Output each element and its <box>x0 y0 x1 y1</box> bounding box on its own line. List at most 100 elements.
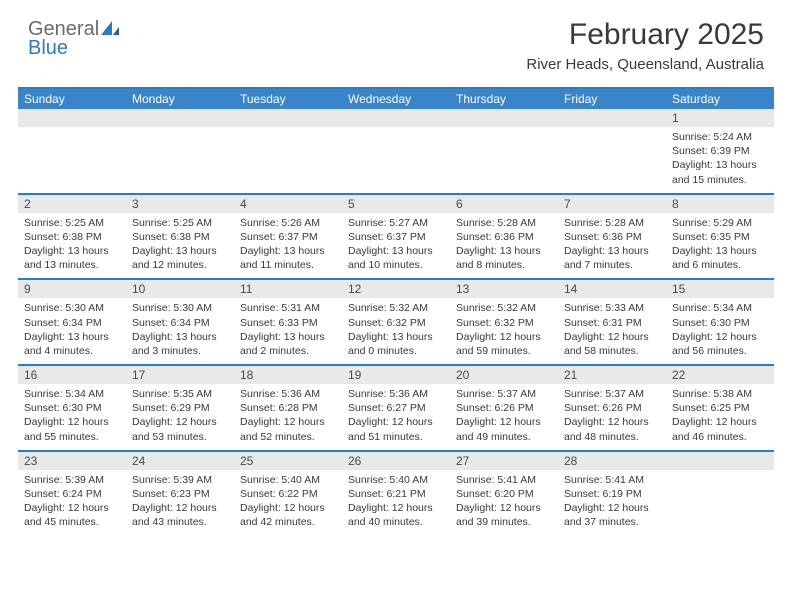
sunset-text: Sunset: 6:26 PM <box>564 401 660 415</box>
day-cell <box>450 109 558 193</box>
day-number: 17 <box>126 366 234 384</box>
day-body: Sunrise: 5:31 AMSunset: 6:33 PMDaylight:… <box>234 298 342 358</box>
daylight-text: Daylight: 12 hours and 39 minutes. <box>456 501 552 529</box>
day-body: Sunrise: 5:40 AMSunset: 6:22 PMDaylight:… <box>234 470 342 530</box>
sunset-text: Sunset: 6:31 PM <box>564 316 660 330</box>
day-number: 27 <box>450 452 558 470</box>
sunset-text: Sunset: 6:37 PM <box>348 230 444 244</box>
day-body: Sunrise: 5:37 AMSunset: 6:26 PMDaylight:… <box>558 384 666 444</box>
logo-part2: Blue <box>28 37 68 59</box>
sunrise-text: Sunrise: 5:27 AM <box>348 216 444 230</box>
day-cell: 9Sunrise: 5:30 AMSunset: 6:34 PMDaylight… <box>18 280 126 364</box>
day-number <box>234 109 342 127</box>
day-number: 7 <box>558 195 666 213</box>
weekday-wed: Wednesday <box>342 89 450 109</box>
day-cell: 10Sunrise: 5:30 AMSunset: 6:34 PMDayligh… <box>126 280 234 364</box>
day-body: Sunrise: 5:28 AMSunset: 6:36 PMDaylight:… <box>558 213 666 273</box>
day-number <box>126 109 234 127</box>
daylight-text: Daylight: 13 hours and 15 minutes. <box>672 158 768 186</box>
day-body: Sunrise: 5:39 AMSunset: 6:23 PMDaylight:… <box>126 470 234 530</box>
day-number: 19 <box>342 366 450 384</box>
day-body: Sunrise: 5:27 AMSunset: 6:37 PMDaylight:… <box>342 213 450 273</box>
day-number: 23 <box>18 452 126 470</box>
sunset-text: Sunset: 6:32 PM <box>348 316 444 330</box>
week-row: 9Sunrise: 5:30 AMSunset: 6:34 PMDaylight… <box>18 280 774 366</box>
weekday-fri: Friday <box>558 89 666 109</box>
day-cell: 6Sunrise: 5:28 AMSunset: 6:36 PMDaylight… <box>450 195 558 279</box>
sunset-text: Sunset: 6:37 PM <box>240 230 336 244</box>
daylight-text: Daylight: 13 hours and 0 minutes. <box>348 330 444 358</box>
day-number: 15 <box>666 280 774 298</box>
day-number: 8 <box>666 195 774 213</box>
sunrise-text: Sunrise: 5:33 AM <box>564 301 660 315</box>
daylight-text: Daylight: 12 hours and 37 minutes. <box>564 501 660 529</box>
logo: General Blue <box>28 18 119 64</box>
day-cell: 7Sunrise: 5:28 AMSunset: 6:36 PMDaylight… <box>558 195 666 279</box>
day-number: 6 <box>450 195 558 213</box>
sunset-text: Sunset: 6:32 PM <box>456 316 552 330</box>
sunset-text: Sunset: 6:38 PM <box>24 230 120 244</box>
day-body: Sunrise: 5:39 AMSunset: 6:24 PMDaylight:… <box>18 470 126 530</box>
location: River Heads, Queensland, Australia <box>526 56 764 73</box>
daylight-text: Daylight: 12 hours and 59 minutes. <box>456 330 552 358</box>
day-cell: 14Sunrise: 5:33 AMSunset: 6:31 PMDayligh… <box>558 280 666 364</box>
sunrise-text: Sunrise: 5:41 AM <box>564 473 660 487</box>
day-number: 20 <box>450 366 558 384</box>
daylight-text: Daylight: 12 hours and 45 minutes. <box>24 501 120 529</box>
sunrise-text: Sunrise: 5:30 AM <box>24 301 120 315</box>
day-number: 5 <box>342 195 450 213</box>
daylight-text: Daylight: 13 hours and 8 minutes. <box>456 244 552 272</box>
daylight-text: Daylight: 13 hours and 12 minutes. <box>132 244 228 272</box>
day-cell: 1Sunrise: 5:24 AMSunset: 6:39 PMDaylight… <box>666 109 774 193</box>
day-cell: 11Sunrise: 5:31 AMSunset: 6:33 PMDayligh… <box>234 280 342 364</box>
sunset-text: Sunset: 6:22 PM <box>240 487 336 501</box>
daylight-text: Daylight: 13 hours and 7 minutes. <box>564 244 660 272</box>
day-body: Sunrise: 5:34 AMSunset: 6:30 PMDaylight:… <box>18 384 126 444</box>
day-body: Sunrise: 5:32 AMSunset: 6:32 PMDaylight:… <box>342 298 450 358</box>
week-row: 23Sunrise: 5:39 AMSunset: 6:24 PMDayligh… <box>18 452 774 536</box>
weekday-sun: Sunday <box>18 89 126 109</box>
sunset-text: Sunset: 6:19 PM <box>564 487 660 501</box>
day-number: 10 <box>126 280 234 298</box>
daylight-text: Daylight: 13 hours and 6 minutes. <box>672 244 768 272</box>
day-cell <box>126 109 234 193</box>
weekday-mon: Monday <box>126 89 234 109</box>
day-number: 9 <box>18 280 126 298</box>
sunrise-text: Sunrise: 5:32 AM <box>456 301 552 315</box>
day-body: Sunrise: 5:32 AMSunset: 6:32 PMDaylight:… <box>450 298 558 358</box>
daylight-text: Daylight: 12 hours and 58 minutes. <box>564 330 660 358</box>
day-cell: 17Sunrise: 5:35 AMSunset: 6:29 PMDayligh… <box>126 366 234 450</box>
sunrise-text: Sunrise: 5:37 AM <box>564 387 660 401</box>
day-number: 18 <box>234 366 342 384</box>
daylight-text: Daylight: 13 hours and 3 minutes. <box>132 330 228 358</box>
daylight-text: Daylight: 12 hours and 52 minutes. <box>240 415 336 443</box>
day-body: Sunrise: 5:36 AMSunset: 6:27 PMDaylight:… <box>342 384 450 444</box>
sunrise-text: Sunrise: 5:31 AM <box>240 301 336 315</box>
day-number: 3 <box>126 195 234 213</box>
sunrise-text: Sunrise: 5:36 AM <box>240 387 336 401</box>
day-cell: 3Sunrise: 5:25 AMSunset: 6:38 PMDaylight… <box>126 195 234 279</box>
day-number: 13 <box>450 280 558 298</box>
day-number <box>18 109 126 127</box>
sunrise-text: Sunrise: 5:28 AM <box>456 216 552 230</box>
day-cell: 19Sunrise: 5:36 AMSunset: 6:27 PMDayligh… <box>342 366 450 450</box>
sunset-text: Sunset: 6:39 PM <box>672 144 768 158</box>
sunset-text: Sunset: 6:24 PM <box>24 487 120 501</box>
daylight-text: Daylight: 12 hours and 55 minutes. <box>24 415 120 443</box>
day-body: Sunrise: 5:26 AMSunset: 6:37 PMDaylight:… <box>234 213 342 273</box>
daylight-text: Daylight: 12 hours and 51 minutes. <box>348 415 444 443</box>
day-number: 28 <box>558 452 666 470</box>
day-body: Sunrise: 5:37 AMSunset: 6:26 PMDaylight:… <box>450 384 558 444</box>
day-body: Sunrise: 5:30 AMSunset: 6:34 PMDaylight:… <box>126 298 234 358</box>
day-number <box>342 109 450 127</box>
daylight-text: Daylight: 12 hours and 42 minutes. <box>240 501 336 529</box>
weekday-row: Sunday Monday Tuesday Wednesday Thursday… <box>18 89 774 109</box>
sunset-text: Sunset: 6:30 PM <box>24 401 120 415</box>
sunset-text: Sunset: 6:28 PM <box>240 401 336 415</box>
day-body: Sunrise: 5:35 AMSunset: 6:29 PMDaylight:… <box>126 384 234 444</box>
sunset-text: Sunset: 6:25 PM <box>672 401 768 415</box>
day-number: 26 <box>342 452 450 470</box>
day-cell: 25Sunrise: 5:40 AMSunset: 6:22 PMDayligh… <box>234 452 342 536</box>
daylight-text: Daylight: 12 hours and 49 minutes. <box>456 415 552 443</box>
day-body: Sunrise: 5:36 AMSunset: 6:28 PMDaylight:… <box>234 384 342 444</box>
